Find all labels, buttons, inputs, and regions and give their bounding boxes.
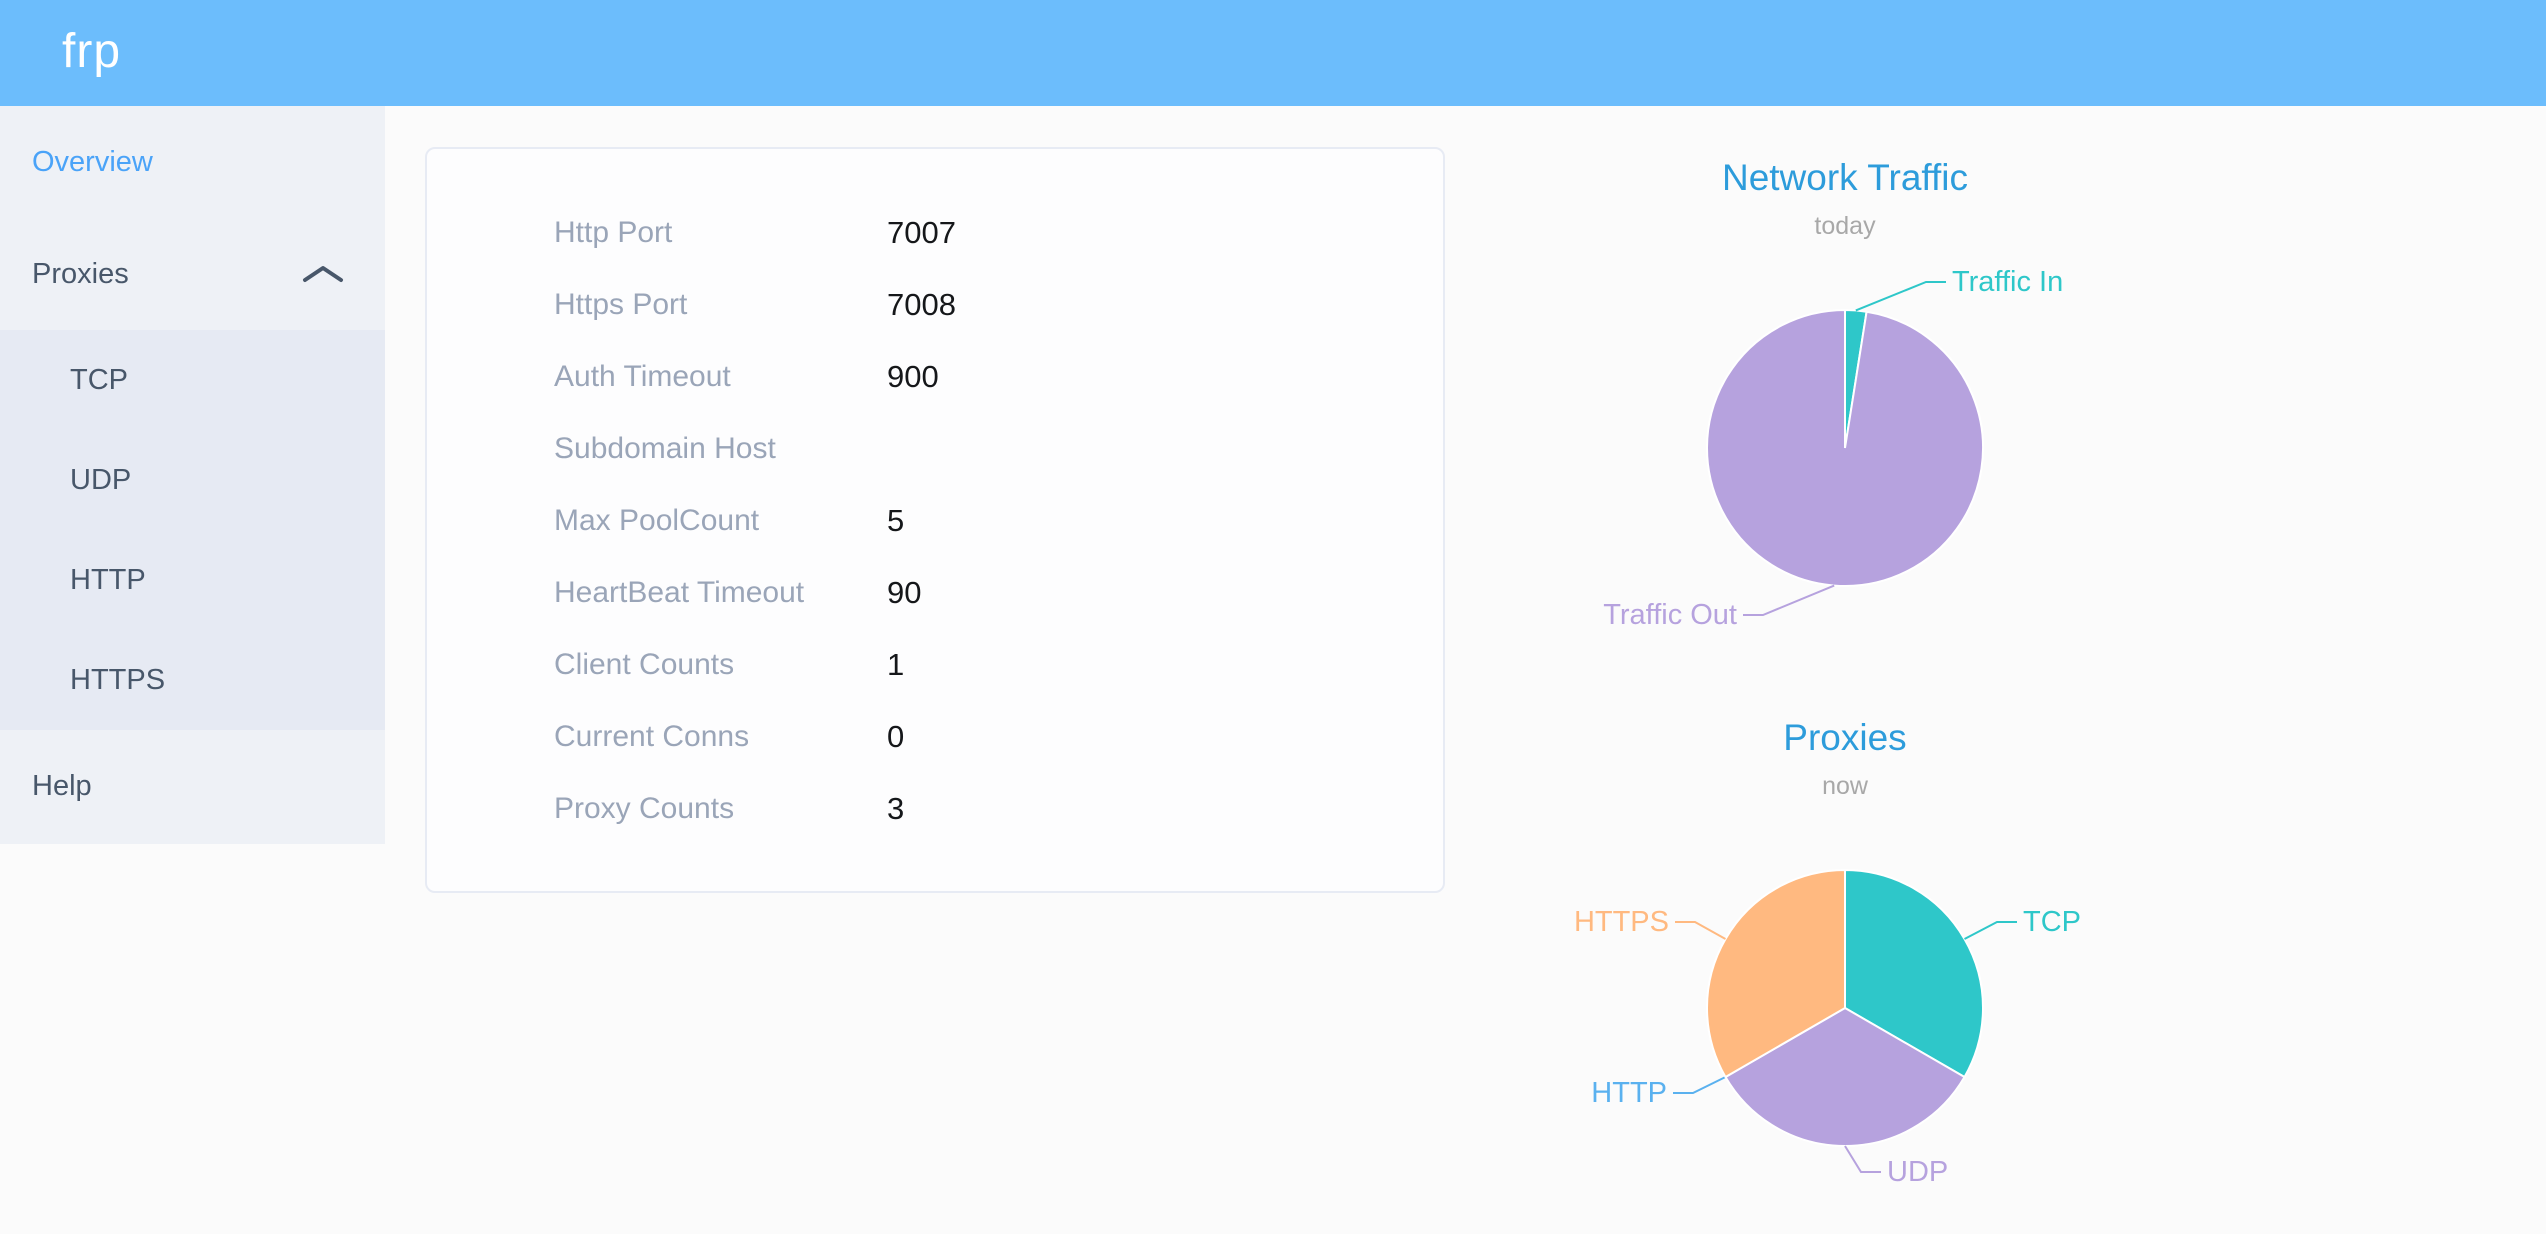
server-info-card: Http Port 7007 Https Port 7008 Auth Timeout 9… — [425, 147, 1445, 893]
network-traffic-title: Network Traffic — [1721, 157, 1969, 198]
server-info-row: HeartBeat Timeout 90 — [427, 557, 1443, 629]
server-info-row: Current Conns 0 — [427, 701, 1443, 773]
info-value: 1 — [887, 647, 905, 682]
sidebar-item-proxies[interactable]: Proxies — [0, 218, 385, 330]
info-label: Https Port — [554, 288, 688, 321]
info-label: Current Conns — [554, 720, 750, 753]
info-value: 90 — [887, 575, 922, 610]
server-info-row: Client Counts 1 — [427, 629, 1443, 701]
pie-label-tcp: TCP — [2023, 906, 2081, 938]
sidebar-item-overview[interactable]: Overview — [32, 146, 153, 178]
network-traffic-subtitle: today — [1814, 212, 1876, 240]
server-info-table: Http Port 7007 Https Port 7008 Auth Timeout 9… — [427, 197, 1443, 845]
app-header: frp — [0, 0, 2546, 106]
server-info-row: Subdomain Host — [427, 413, 1443, 485]
pie-label-line-udp — [1844, 1145, 1881, 1173]
proxies-title: Proxies — [1783, 717, 1907, 758]
info-value: 3 — [887, 791, 905, 826]
info-label: Proxy Counts — [554, 792, 735, 825]
info-value: 7008 — [887, 287, 956, 322]
info-value: 7007 — [887, 215, 956, 250]
proxies-chart: Proxies now TCP UDP HTTP HTTPS — [1420, 690, 2270, 1234]
sidebar: Overview Proxies TCP UDP HTTP HTTPS Help — [0, 106, 385, 844]
server-info-row: Http Port 7007 — [427, 197, 1443, 269]
pie-label-https: HTTPS — [1574, 906, 1669, 938]
pie-slice-udp[interactable] — [1724, 1006, 1966, 1147]
pie-label-traffic-out: Traffic Out — [1603, 599, 1737, 631]
sidebar-item-help[interactable]: Help — [32, 770, 92, 802]
info-value: 5 — [887, 503, 905, 538]
server-info-row: Proxy Counts 3 — [427, 773, 1443, 845]
server-info-row: Max PoolCount 5 — [427, 485, 1443, 557]
sidebar-item-udp[interactable]: UDP — [70, 464, 132, 496]
server-info-row: Auth Timeout 900 — [427, 341, 1443, 413]
pie-label-udp: UDP — [1887, 1156, 1948, 1188]
info-label: Max PoolCount — [554, 504, 760, 537]
sidebar-item-proxies-label: Proxies — [32, 258, 129, 290]
info-value: 900 — [887, 359, 939, 394]
pie-slice-traffic-out[interactable] — [1706, 308, 1985, 587]
pie-label-line-traffic-in — [1855, 281, 1946, 312]
app-logo[interactable]: frp — [62, 25, 122, 78]
info-label: Http Port — [554, 216, 673, 249]
chevron-up-icon — [303, 266, 343, 282]
sidebar-item-tcp[interactable]: TCP — [70, 364, 128, 396]
pie-label-line-tcp — [1964, 921, 2017, 940]
pie-label-line-https — [1675, 921, 1726, 940]
sidebar-item-https[interactable]: HTTPS — [70, 664, 166, 696]
server-info-row: Https Port 7008 — [427, 269, 1443, 341]
network-traffic-chart: Network Traffic today Traffic In Traffic … — [1420, 130, 2270, 674]
network-traffic-pie[interactable]: Traffic In Traffic Out — [1420, 130, 2270, 674]
info-label: HeartBeat Timeout — [554, 576, 805, 609]
info-label: Client Counts — [554, 648, 735, 681]
proxies-subtitle: now — [1822, 772, 1868, 800]
proxies-pie[interactable]: TCP UDP HTTP HTTPS — [1420, 690, 2270, 1234]
info-label: Auth Timeout — [554, 360, 731, 393]
pie-label-line-traffic-out — [1743, 584, 1835, 616]
pie-label-http: HTTP — [1591, 1077, 1667, 1109]
info-value: 0 — [887, 719, 905, 754]
info-label: Subdomain Host — [554, 432, 776, 465]
pie-label-traffic-in: Traffic In — [1952, 266, 2063, 298]
pie-label-line-http — [1673, 1076, 1726, 1094]
sidebar-item-http[interactable]: HTTP — [70, 564, 146, 596]
proxies-submenu: TCP UDP HTTP HTTPS — [0, 330, 385, 730]
